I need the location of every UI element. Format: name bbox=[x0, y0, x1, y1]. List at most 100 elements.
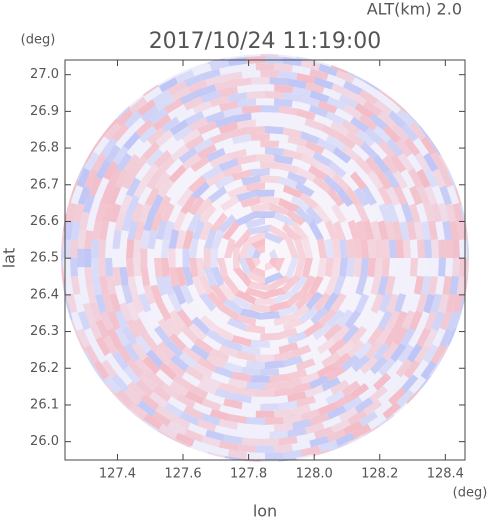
echo-cell bbox=[123, 110, 142, 129]
echo-cell bbox=[133, 178, 149, 198]
echo-cell bbox=[308, 104, 329, 118]
echo-cell bbox=[91, 258, 99, 277]
echo-cell bbox=[188, 117, 209, 132]
echo-cell bbox=[255, 245, 265, 254]
echo-cell bbox=[269, 373, 289, 383]
echo-cell bbox=[424, 310, 438, 331]
echo-cell bbox=[290, 220, 309, 241]
echo-cell bbox=[181, 153, 201, 170]
echo-cell bbox=[345, 130, 365, 148]
echo-cell bbox=[278, 176, 298, 189]
echo-cell bbox=[346, 238, 355, 258]
echo-cell bbox=[438, 293, 450, 314]
echo-cell bbox=[265, 272, 285, 285]
echo-cell bbox=[140, 248, 148, 268]
echo-cell bbox=[401, 123, 419, 142]
echo-cell bbox=[182, 229, 194, 250]
echo-cell bbox=[360, 258, 369, 278]
echo-cell bbox=[294, 237, 306, 258]
echo-cell bbox=[217, 258, 229, 279]
echo-cell bbox=[335, 69, 355, 84]
echo-cell bbox=[355, 293, 370, 314]
echo-cell bbox=[416, 168, 431, 189]
echo-cell bbox=[156, 194, 172, 215]
echo-cell bbox=[269, 275, 291, 292]
echo-cell bbox=[66, 202, 78, 223]
echo-cell bbox=[200, 90, 221, 103]
echo-cell bbox=[449, 275, 460, 295]
echo-cell bbox=[143, 211, 156, 232]
y-tick-label: 26.1 bbox=[30, 397, 59, 412]
echo-cell bbox=[431, 239, 439, 258]
echo-cell bbox=[452, 202, 464, 223]
echo-cell bbox=[350, 171, 368, 191]
echo-cell bbox=[91, 152, 107, 172]
echo-cell bbox=[233, 246, 240, 270]
echo-cell bbox=[332, 147, 352, 164]
echo-cell bbox=[265, 231, 285, 244]
echo-cell bbox=[227, 377, 248, 389]
echo-cell bbox=[432, 168, 446, 189]
echo-cell bbox=[424, 239, 432, 258]
echo-cell bbox=[205, 74, 225, 87]
echo-cell bbox=[232, 77, 252, 87]
echo-cell bbox=[156, 301, 172, 322]
echo-cell bbox=[250, 339, 270, 348]
echo-cell bbox=[304, 140, 325, 155]
echo-cell bbox=[260, 332, 280, 341]
echo-cell bbox=[402, 239, 411, 258]
echo-cell bbox=[439, 311, 453, 331]
echo-cell bbox=[350, 116, 370, 133]
echo-cell bbox=[313, 204, 331, 224]
echo-cell bbox=[165, 317, 182, 337]
echo-cell bbox=[140, 267, 151, 287]
echo-cell bbox=[282, 92, 303, 102]
x-tick-label: 128.2 bbox=[361, 467, 398, 482]
echo-cell bbox=[175, 69, 195, 84]
echo-cell bbox=[326, 429, 346, 443]
echo-cell bbox=[339, 238, 348, 258]
y-tick-label: 26.6 bbox=[30, 214, 59, 229]
echo-cell bbox=[265, 360, 285, 369]
echo-cell bbox=[395, 138, 413, 158]
echo-cell bbox=[285, 236, 299, 258]
echo-cell bbox=[386, 138, 404, 157]
echo-cell bbox=[197, 121, 217, 135]
echo-cell bbox=[282, 127, 303, 139]
echo-cell bbox=[336, 339, 356, 358]
echo-cell bbox=[143, 413, 163, 430]
echo-cell bbox=[377, 220, 389, 240]
echo-cell bbox=[183, 96, 204, 111]
echo-cell bbox=[88, 176, 102, 197]
echo-cell bbox=[218, 121, 239, 134]
echo-cell bbox=[223, 398, 243, 410]
y-tick-label: 27.0 bbox=[30, 67, 59, 82]
echo-cell bbox=[218, 214, 237, 233]
echo-cell bbox=[294, 258, 306, 279]
y-tick-label: 26.4 bbox=[30, 287, 59, 302]
echo-cell bbox=[88, 319, 102, 340]
echo-cell bbox=[158, 362, 177, 381]
echo-cell bbox=[79, 211, 90, 231]
echo-cell bbox=[121, 284, 134, 304]
echo-cell bbox=[370, 293, 385, 314]
echo-cell bbox=[355, 202, 370, 223]
y-tick-label: 26.8 bbox=[30, 141, 59, 156]
x-tick-label: 128.4 bbox=[427, 467, 464, 482]
echo-cell bbox=[201, 398, 222, 412]
echo-cell bbox=[283, 449, 303, 460]
echo-cell bbox=[260, 140, 280, 148]
echo-cell bbox=[66, 293, 78, 314]
echo-cell bbox=[123, 387, 142, 406]
echo-cell bbox=[430, 151, 446, 172]
echo-cell bbox=[362, 220, 375, 240]
echo-cell bbox=[246, 381, 265, 390]
echo-cell bbox=[386, 293, 399, 314]
echo-cell bbox=[278, 162, 299, 174]
echo-cell bbox=[260, 175, 280, 184]
echo-cell bbox=[372, 154, 390, 174]
echo-cell bbox=[299, 192, 319, 210]
echo-cell bbox=[170, 144, 189, 162]
echo-cell bbox=[384, 327, 400, 347]
echo-cell bbox=[413, 221, 424, 241]
